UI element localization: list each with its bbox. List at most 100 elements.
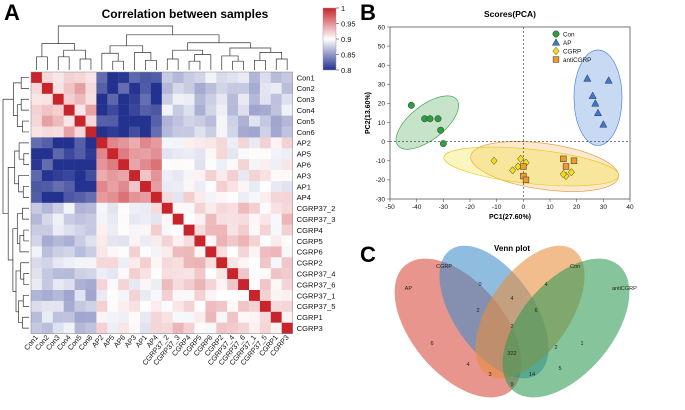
heatmap-cell [41,148,53,160]
heatmap-cell [129,137,141,149]
heatmap-cell [194,224,206,236]
heatmap-cell [41,191,53,203]
heatmap-cell [52,290,64,302]
heatmap-cell [238,137,250,149]
heatmap-cell [96,322,108,334]
heatmap-cell [205,148,217,160]
heatmap-cell [31,290,43,302]
heatmap-cell [161,311,173,323]
heatmap-cell [107,104,119,116]
legend-label: Con [563,31,575,38]
heatmap-cell [118,104,130,116]
heatmap-cell [85,126,97,138]
heatmap-cell [227,170,239,182]
heatmap-cell [96,213,108,225]
heatmap-cell [85,72,97,84]
heatmap-cell [129,322,141,334]
y-tick-label: 10 [378,120,386,127]
heatmap-cell [96,191,108,203]
heatmap-cell [129,93,141,105]
venn-set-label: Con [570,264,580,270]
heatmap-cell [183,115,195,127]
heatmap-cell [63,202,75,214]
pca-point-con [407,101,415,109]
heatmap-cell [194,311,206,323]
heatmap-cell [205,126,217,138]
heatmap-cell [205,82,217,94]
heatmap-cell [249,72,261,84]
heatmap-cell [150,82,162,94]
heatmap-cell [216,257,228,269]
legend-label: AP [563,40,571,47]
heatmap-cell [85,268,97,280]
heatmap-row-label: AP3 [297,171,311,180]
heatmap-cell [259,126,271,138]
x-tick-label: 20 [573,204,581,211]
heatmap-cell [85,322,97,334]
colorbar-tick-label: 0.9 [341,35,351,44]
dendrogram-branch [229,47,272,56]
heatmap-cell [227,148,239,160]
heatmap-cell [63,159,75,171]
panel-c: C Venn plot AP CGRP Con antiCGRP 6 0 4 2 4 6 2 322 1… [360,242,637,398]
heatmap-cell [259,300,271,312]
heatmap-cell [107,279,119,291]
heatmap-cell [96,181,108,193]
heatmap-cell [63,115,75,127]
heatmap-cell [281,213,293,225]
pca-point-anticgrp [562,163,570,170]
heatmap-cell [74,181,86,193]
heatmap-cell [259,72,271,84]
panel-b: B Scores(PCA) -50 -40 -30 -20 -10 0 10 20 30 40 -3… [360,0,634,221]
heatmap-cell [129,82,141,94]
venn-count: 4 [544,282,547,288]
heatmap-cell [194,322,206,334]
heatmap-cell [140,257,152,269]
heatmap-cell [140,202,152,214]
x-tick-label: 10 [546,204,554,211]
heatmap-cell [227,82,239,94]
heatmap-cell [172,104,184,116]
heatmap-cell [161,148,173,160]
heatmap-cell [216,148,228,160]
heatmap-cell [249,246,261,258]
heatmap-cell [52,137,64,149]
heatmap-cell [41,213,53,225]
heatmap-cell [270,322,282,334]
heatmap-cell [259,213,271,225]
heatmap-cell [74,322,86,334]
venn-set-anticgrp [502,258,630,398]
venn-count: 14 [529,372,535,378]
heatmap-cell [270,115,282,127]
heatmap-cell [205,224,217,236]
heatmap-cell [96,246,108,258]
heatmap-cell [238,159,250,171]
heatmap-cell [41,235,53,247]
heatmap-cell [270,257,282,269]
heatmap-cell [172,268,184,280]
heatmap-cell [31,257,43,269]
x-tick-label: 40 [626,204,634,211]
heatmap-cell [259,137,271,149]
heatmap-cell [259,93,271,105]
heatmap-cell [249,213,261,225]
heatmap-cell [281,82,293,94]
heatmap-cell [140,290,152,302]
heatmap-cell [249,311,261,323]
heatmap-cell [118,290,130,302]
heatmap-cell [140,224,152,236]
heatmap-row-label: AP6 [297,160,311,169]
legend-marker-anticgrp [552,56,560,63]
heatmap-cell [161,268,173,280]
y-tick-label: 20 [378,101,386,108]
dendrogram-branch [18,300,24,324]
heatmap-cell [183,126,195,138]
heatmap-cell [74,72,86,84]
heatmap-cell [63,82,75,94]
heatmap-cell [194,213,206,225]
heatmap-cell [129,290,141,302]
dendrogram-branch [2,98,14,215]
heatmap-cell [150,148,162,160]
heatmap-cell [150,300,162,312]
heatmap-cell [52,224,64,236]
